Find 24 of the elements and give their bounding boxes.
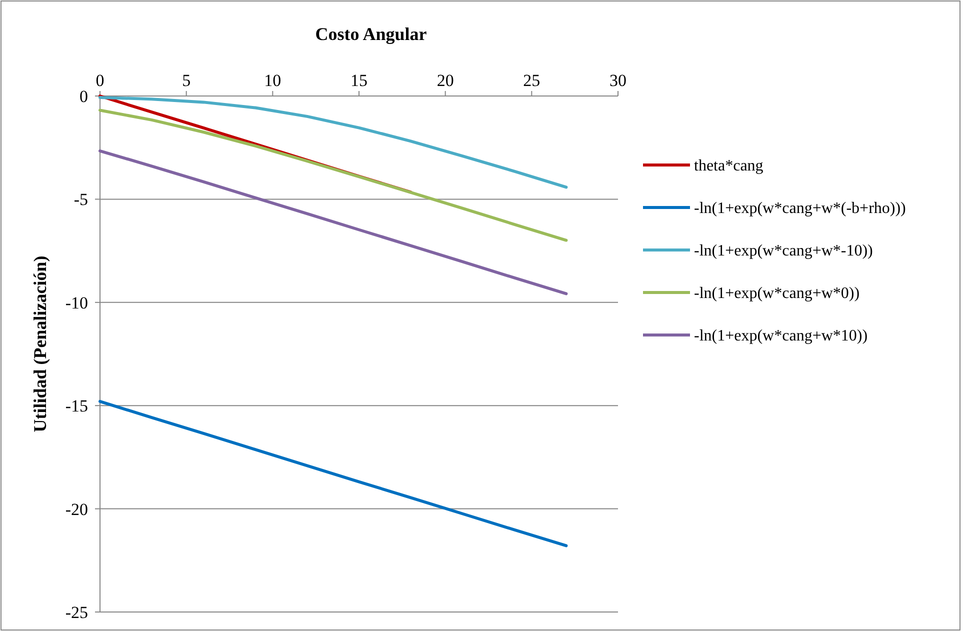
x-tick-label: 25 bbox=[523, 71, 540, 90]
x-tick-label: 30 bbox=[610, 71, 626, 90]
y-axis-title: Utilidad (Penalización) bbox=[30, 256, 50, 432]
y-tick-label: -25 bbox=[65, 602, 88, 622]
legend-label: -ln(1+exp(w*cang+w*0)) bbox=[694, 285, 860, 302]
y-tick-label: -10 bbox=[65, 293, 88, 312]
legend-label: theta*cang bbox=[694, 158, 764, 175]
x-tick-label: 5 bbox=[182, 71, 191, 90]
y-tick-label: -20 bbox=[65, 500, 88, 519]
x-tick-label: 20 bbox=[436, 71, 454, 90]
legend-label: -ln(1+exp(w*cang+w*-10)) bbox=[694, 242, 873, 260]
x-tick-label: 0 bbox=[96, 71, 104, 90]
y-tick-label: -5 bbox=[74, 190, 88, 210]
x-tick-label: 10 bbox=[264, 71, 282, 90]
x-tick-label: 15 bbox=[350, 71, 368, 90]
x-axis-title: Costo Angular bbox=[315, 24, 427, 44]
line-series bbox=[98, 149, 568, 296]
line-series bbox=[98, 96, 568, 189]
legend-label: -ln(1+exp(w*cang+w*(-b+rho))) bbox=[694, 200, 906, 218]
y-tick-label: 0 bbox=[80, 86, 88, 106]
line-series bbox=[98, 108, 568, 242]
y-tick-label: -15 bbox=[65, 396, 88, 416]
line-series bbox=[98, 400, 568, 548]
legend-label: -ln(1+exp(w*cang+w*10)) bbox=[694, 328, 868, 345]
